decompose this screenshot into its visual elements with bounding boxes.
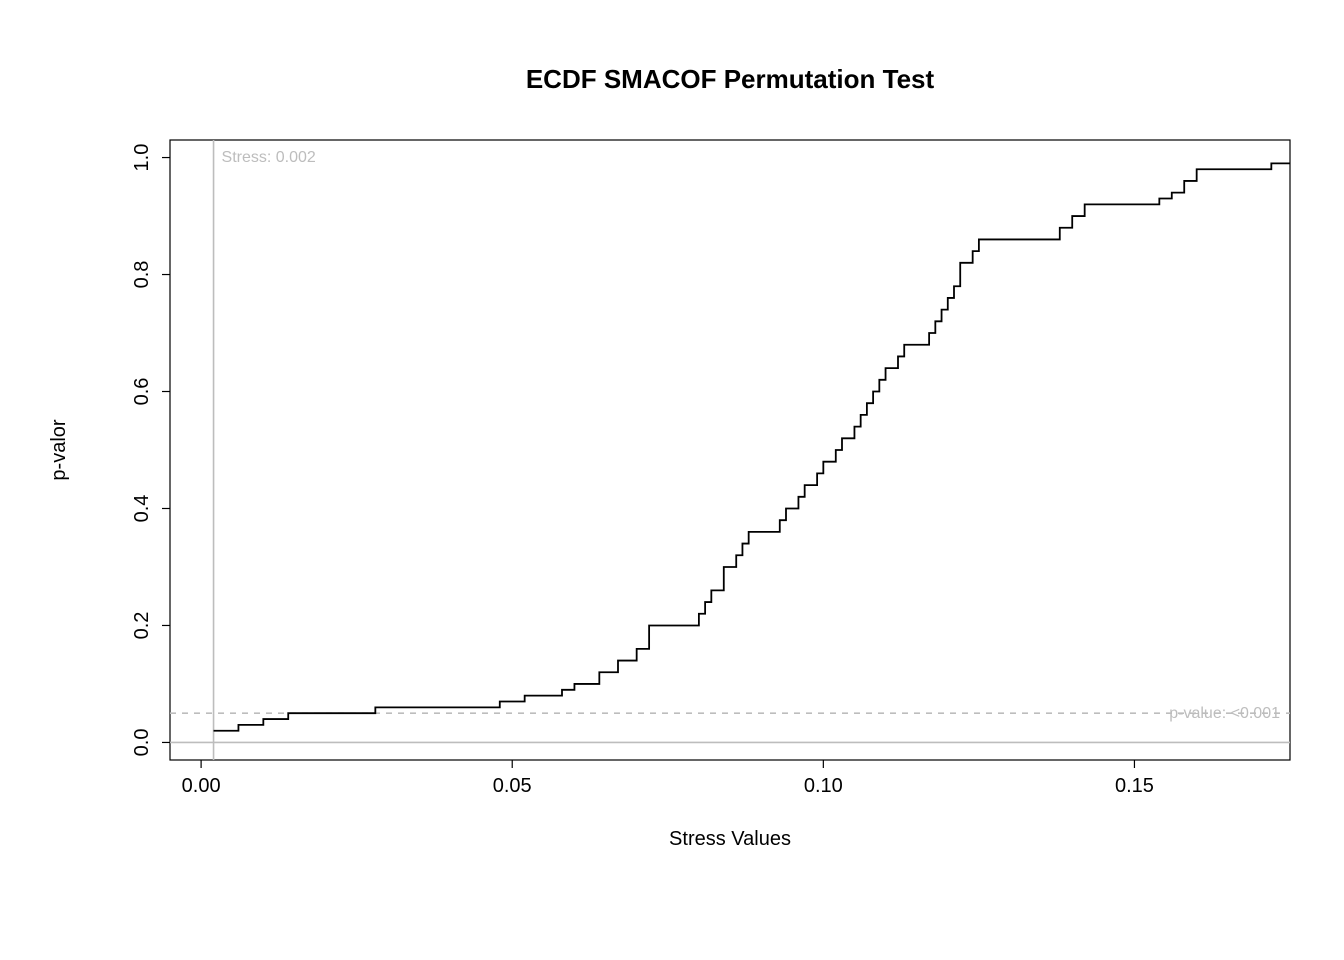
- y-tick-label: 0.4: [131, 495, 153, 523]
- chart-svg: Stress: 0.002 p-value: <0.001 0.00 0.05 0.10…: [0, 0, 1344, 960]
- y-tick-label: 0.2: [131, 612, 153, 640]
- x-tick-label: 0.05: [493, 775, 532, 797]
- y-tick-label: 1.0: [131, 144, 153, 172]
- reference-lines: [170, 140, 1290, 760]
- chart-container: Stress: 0.002 p-value: <0.001 0.00 0.05 0.10…: [0, 0, 1344, 960]
- ecdf-line-group: [214, 163, 1290, 730]
- x-tick-label: 0.15: [1115, 775, 1154, 797]
- y-tick-label: 0.6: [131, 378, 153, 406]
- x-tick-label: 0.10: [804, 775, 843, 797]
- plot-border: [170, 140, 1290, 760]
- y-tick-label: 0.8: [131, 261, 153, 289]
- chart-title: ECDF SMACOF Permutation Test: [526, 64, 935, 94]
- stress-annotation: Stress: 0.002: [222, 149, 316, 166]
- pvalue-annotation: p-value: <0.001: [1169, 705, 1280, 722]
- y-tick-label: 0.0: [131, 729, 153, 757]
- x-axis-label: Stress Values: [669, 828, 791, 850]
- y-axis-label: p-valor: [48, 419, 70, 480]
- ecdf-step-line: [214, 163, 1290, 730]
- x-tick-label: 0.00: [182, 775, 221, 797]
